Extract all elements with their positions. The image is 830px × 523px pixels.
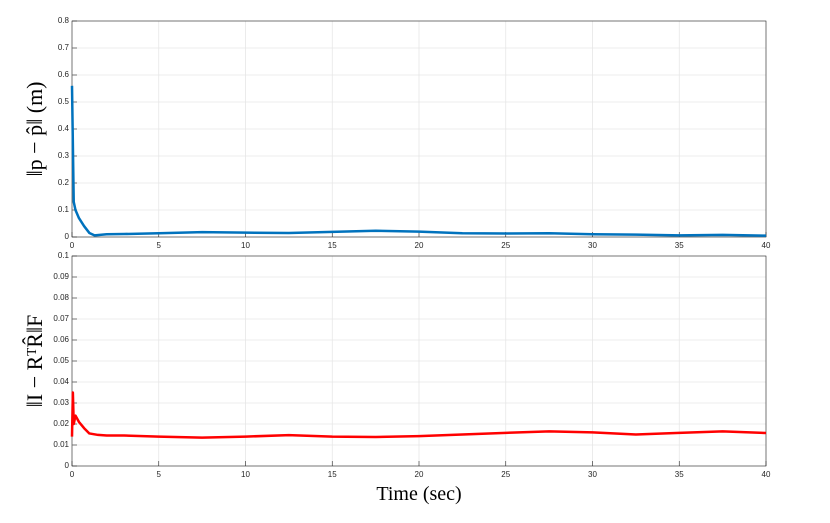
axes-box (71, 255, 767, 467)
y-tick-label: 0.7 (58, 43, 70, 52)
x-tick-label: 20 (415, 470, 424, 479)
y-tick-label: 0.3 (58, 151, 70, 160)
y-axis-label: ‖p − p̂‖ (m) (22, 81, 47, 176)
y-tick-label: 0.1 (58, 251, 70, 260)
y-tick-label: 0.07 (53, 314, 69, 323)
x-tick-label: 0 (70, 470, 75, 479)
x-tick-label: 40 (762, 241, 771, 250)
x-tick-label: 15 (328, 470, 337, 479)
x-tick-label: 5 (157, 241, 162, 250)
y-tick-label: 0.6 (58, 70, 70, 79)
y-tick-label: 0.08 (53, 293, 69, 302)
y-tick-label: 0.1 (58, 205, 70, 214)
x-tick-label: 0 (70, 241, 75, 250)
y-tick-label: 0 (65, 461, 70, 470)
x-tick-label: 30 (588, 241, 597, 250)
y-tick-label: 0.5 (58, 97, 70, 106)
x-tick-label: 35 (675, 470, 684, 479)
y-tick-label: 0.2 (58, 178, 70, 187)
y-tick-label: 0.02 (53, 419, 69, 428)
x-tick-label: 30 (588, 470, 597, 479)
x-tick-label: 5 (157, 470, 162, 479)
y-tick-label: 0.8 (58, 16, 70, 25)
x-axis-label: Time (sec) (376, 483, 461, 505)
x-tick-label: 40 (762, 470, 771, 479)
y-tick-label: 0.06 (53, 335, 69, 344)
y-tick-label: 0.01 (53, 440, 69, 449)
x-tick-label: 25 (501, 241, 510, 250)
data-line (70, 85, 767, 237)
y-tick-label: 0.04 (53, 377, 69, 386)
data-line (70, 391, 767, 439)
x-tick-label: 10 (241, 241, 250, 250)
y-tick-label: 0.4 (58, 124, 70, 133)
y-tick-label: 0.03 (53, 398, 69, 407)
x-tick-label: 20 (415, 241, 424, 250)
x-tick-label: 10 (241, 470, 250, 479)
y-axis-label: ‖I − RᵀR̂‖F (22, 315, 47, 408)
x-tick-label: 35 (675, 241, 684, 250)
x-tick-label: 25 (501, 470, 510, 479)
x-tick-label: 15 (328, 241, 337, 250)
y-tick-label: 0 (65, 232, 70, 241)
y-tick-label: 0.09 (53, 272, 69, 281)
y-tick-label: 0.05 (53, 356, 69, 365)
